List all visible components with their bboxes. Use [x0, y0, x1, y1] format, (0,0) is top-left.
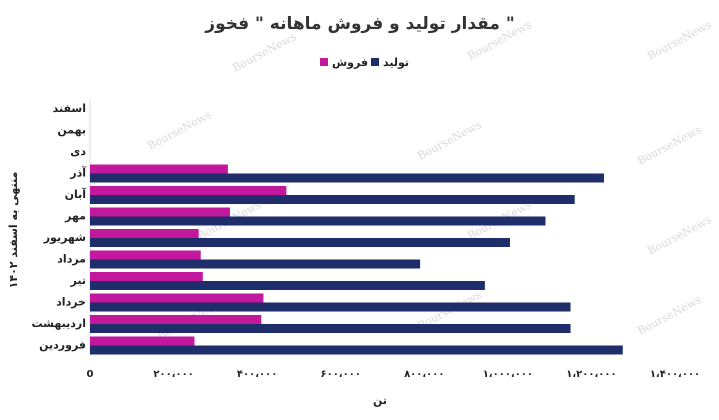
- x-tick-label: ۱،۲۰۰،۰۰۰: [566, 369, 616, 380]
- x-tick-label: ۱،۰۰۰،۰۰۰: [483, 369, 533, 380]
- category-label: اسفند: [53, 102, 86, 115]
- category-label: دی: [70, 145, 86, 158]
- x-tick-label: ۸۰۰،۰۰۰: [404, 369, 444, 380]
- bar-sales: [90, 164, 228, 174]
- bar-sales: [90, 207, 230, 217]
- watermark-text: BourseNews: [645, 213, 714, 258]
- category-labels: اسفند بهمن دی آذر آبان مهر شهریور مرداد تیر خرداد…: [32, 102, 87, 352]
- bar-sales: [90, 186, 287, 195]
- bar-sales: [90, 315, 262, 324]
- x-tick-label: ۲۰۰،۰۰۰: [153, 369, 193, 380]
- watermark-text: BourseNews: [415, 118, 484, 163]
- watermark-text: BourseNews: [145, 108, 214, 153]
- legend: تولید فروش: [320, 56, 409, 69]
- legend-swatch-production: [371, 58, 379, 66]
- x-axis-title: تن: [373, 394, 387, 407]
- x-tick-label: ۱،۴۰۰،۰۰۰: [650, 369, 700, 380]
- category-label: تیر: [70, 274, 86, 287]
- bar-sales: [90, 272, 203, 281]
- category-label: خرداد: [56, 296, 86, 309]
- watermark-text: BourseNews: [635, 293, 704, 338]
- category-label: اردیبهشت: [32, 317, 86, 330]
- legend-label-sales: فروش: [332, 56, 368, 69]
- x-tick-label: 0: [87, 369, 94, 380]
- category-label: شهریور: [43, 231, 86, 244]
- bars-group: [90, 164, 623, 355]
- bar-production: [90, 173, 604, 183]
- category-label: آذر: [69, 166, 86, 180]
- category-label: بهمن: [57, 124, 86, 137]
- watermark-text: BourseNews: [230, 30, 299, 75]
- category-label: آبان: [65, 187, 87, 201]
- bar-sales: [90, 250, 201, 260]
- bar-production: [90, 345, 623, 355]
- chart-title: مقدار تولید و فروش ماهانه " فخوز ": [204, 14, 514, 34]
- bar-production: [90, 324, 571, 333]
- category-label: مهر: [64, 210, 86, 223]
- x-tick-label: ۴۰۰،۰۰۰: [237, 369, 277, 380]
- y-axis-title: منتهی به اسفند ۱۴۰۲: [7, 172, 20, 289]
- x-tick-labels: 0 ۲۰۰،۰۰۰ ۴۰۰،۰۰۰ ۶۰۰،۰۰۰ ۸۰۰،۰۰۰ ۱،۰۰۰،۰۰۰ ۱،…: [87, 369, 701, 380]
- bar-production: [90, 238, 510, 247]
- bar-production: [90, 216, 546, 226]
- legend-label-production: تولید: [383, 56, 409, 69]
- bar-production: [90, 281, 485, 290]
- category-label: مرداد: [57, 253, 86, 266]
- watermark-text: BourseNews: [635, 123, 704, 168]
- bar-production: [90, 302, 571, 312]
- x-tick-label: ۶۰۰،۰۰۰: [321, 369, 361, 380]
- category-label: فروردین: [39, 339, 86, 352]
- bar-sales: [90, 336, 195, 346]
- bar-sales: [90, 229, 199, 238]
- bar-production: [90, 195, 575, 204]
- bar-sales: [90, 293, 264, 303]
- watermark-text: BourseNews: [645, 18, 714, 63]
- legend-swatch-sales: [320, 58, 328, 66]
- bar-production: [90, 259, 421, 269]
